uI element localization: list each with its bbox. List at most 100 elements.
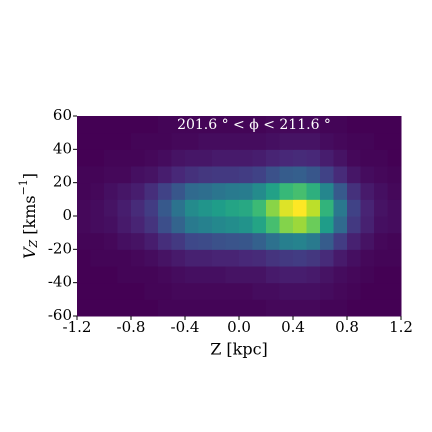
heatmap-cell <box>374 116 388 134</box>
heatmap-cell <box>171 249 186 267</box>
heatmap-cell <box>225 132 240 150</box>
heatmap-cell <box>104 199 118 217</box>
heatmap-cell <box>239 266 253 284</box>
heatmap-cell <box>279 249 294 267</box>
heatmap-cell <box>387 249 402 267</box>
heatmap-cell <box>306 116 321 134</box>
heatmap-cell <box>212 216 226 234</box>
heatmap-cell <box>131 166 145 184</box>
heatmap-cell <box>131 249 145 267</box>
heatmap-cell <box>171 216 186 234</box>
heatmap-cell <box>225 149 240 167</box>
heatmap-cell <box>117 149 132 167</box>
heatmap-cell <box>104 149 118 167</box>
heatmap-cell <box>279 199 294 217</box>
heatmap-cell <box>198 249 213 267</box>
heatmap-cell <box>252 216 267 234</box>
heatmap-cell <box>225 199 240 217</box>
heatmap-cell <box>306 216 321 234</box>
heatmap-cell <box>171 116 186 134</box>
heatmap-cell <box>333 166 348 184</box>
heatmap-cell <box>104 299 118 317</box>
heatmap-cell <box>279 299 294 317</box>
heatmap-cell <box>266 216 280 234</box>
heatmap-cell <box>131 266 145 284</box>
y-label-part: ] <box>20 173 39 179</box>
heatmap-cell <box>374 132 388 150</box>
x-tick-label: 0.0 <box>227 318 251 336</box>
heatmap-cell <box>252 132 267 150</box>
heatmap-cell <box>347 199 361 217</box>
heatmap-cell <box>185 199 199 217</box>
heatmap-cell <box>279 266 294 284</box>
heatmap-cell <box>185 216 199 234</box>
heatmap-cell <box>347 166 361 184</box>
heatmap-cell <box>117 299 132 317</box>
x-tick-label: 0.8 <box>335 318 359 336</box>
heatmap-cell <box>171 166 186 184</box>
heatmap-cell <box>131 116 145 134</box>
heatmap-cell <box>90 182 105 200</box>
heatmap-cell <box>266 166 280 184</box>
heatmap-cell <box>77 232 91 250</box>
heatmap-cell <box>252 166 267 184</box>
heatmap-cell <box>212 132 226 150</box>
heatmap-cell <box>347 282 361 300</box>
heatmap-cell <box>374 199 388 217</box>
heatmap-cell <box>306 199 321 217</box>
y-tick-label: 60 <box>53 106 72 124</box>
heatmap-cell <box>90 166 105 184</box>
heatmap-cell <box>158 299 172 317</box>
heatmap-cell <box>293 216 307 234</box>
annotation: 201.6 ° < ϕ < 211.6 ° <box>177 117 331 133</box>
heatmap-cell <box>131 299 145 317</box>
heatmap-cell <box>225 166 240 184</box>
heatmap-cell <box>144 116 159 134</box>
heatmap-cell <box>333 216 348 234</box>
heatmap-cell <box>131 149 145 167</box>
heatmap-cell <box>279 182 294 200</box>
heatmap-cell <box>212 266 226 284</box>
heatmap-cell <box>374 149 388 167</box>
heatmap-cell <box>198 166 213 184</box>
heatmap-cell <box>185 132 199 150</box>
heatmap-cell <box>374 182 388 200</box>
x-tick-label: -0.4 <box>171 318 200 336</box>
heatmap-cell <box>104 116 118 134</box>
heatmap-cell <box>266 199 280 217</box>
heatmap-cell <box>333 182 348 200</box>
heatmap-cell <box>117 166 132 184</box>
heatmap-cell <box>171 299 186 317</box>
heatmap-cell <box>252 266 267 284</box>
heatmap-cell <box>239 299 253 317</box>
heatmap-cell <box>374 282 388 300</box>
heatmap-cell <box>90 232 105 250</box>
heatmap-cell <box>252 182 267 200</box>
heatmap-cell <box>185 116 199 134</box>
heatmap-cell <box>306 282 321 300</box>
heatmap-cell <box>279 282 294 300</box>
heatmap-cell <box>158 182 172 200</box>
heatmap-cell <box>185 149 199 167</box>
heatmap-cell <box>198 182 213 200</box>
heatmap-cell <box>158 199 172 217</box>
heatmap-cell <box>333 132 348 150</box>
y-tick-label: 40 <box>53 139 72 157</box>
heatmap-cell <box>77 116 91 134</box>
y-tick-label: 0 <box>62 206 72 224</box>
heatmap-cell <box>158 232 172 250</box>
heatmap-cell <box>90 249 105 267</box>
heatmap-cell <box>293 249 307 267</box>
heatmap-cell <box>104 216 118 234</box>
heatmap-cell <box>212 166 226 184</box>
heatmap-cell <box>158 266 172 284</box>
heatmap-cell <box>293 149 307 167</box>
heatmap-cell <box>104 166 118 184</box>
heatmap-cell <box>347 266 361 284</box>
heatmap-cell <box>320 249 334 267</box>
heatmap-cell <box>347 132 361 150</box>
heatmap-cell <box>347 299 361 317</box>
heatmap-cell <box>387 149 402 167</box>
heatmap-cell <box>252 199 267 217</box>
heatmap-cell <box>360 299 375 317</box>
